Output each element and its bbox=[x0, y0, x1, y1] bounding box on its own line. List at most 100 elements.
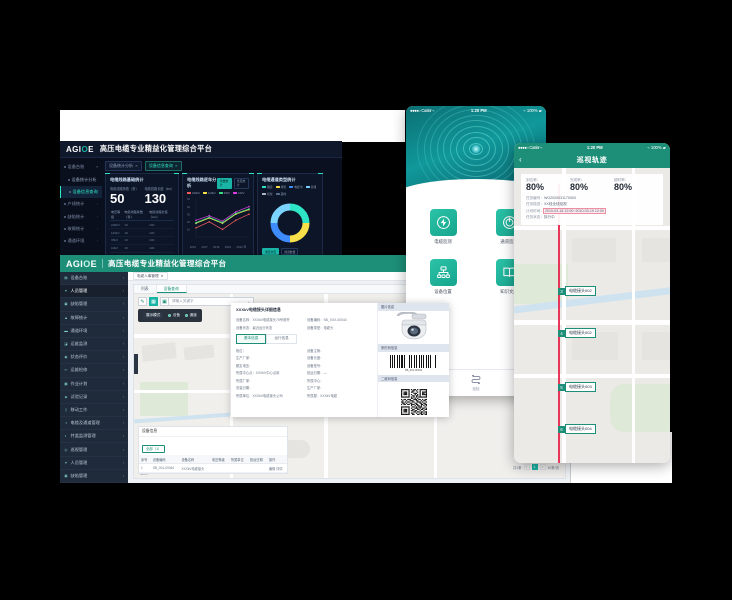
result-filter-chip[interactable]: 全部（1） bbox=[142, 444, 166, 453]
sidebar-item-5[interactable]: ◪ 运维监测 ‹ bbox=[60, 338, 128, 352]
sidebar-item-equipment-ledger[interactable]: 设备台账 ▾ bbox=[60, 161, 102, 173]
search-icon[interactable]: ⌕ bbox=[247, 299, 250, 304]
webapp-sidebar[interactable]: ▤ 设备台账 ‹ ✦ 人员管理 ‹ ▣ 缺陷管理 ‹ ▲ 故障统计 ‹ ▬ 通道环境 ‹ ◪ 运维监测 ‹ ◉ 状态评… bbox=[60, 272, 128, 483]
tab-inspection[interactable]: 巡检 bbox=[453, 370, 500, 396]
kpi-line-length: 电缆线路长度（km） 130 bbox=[144, 187, 175, 206]
sidebar-item-1[interactable]: ✦ 人员管理 ‹ bbox=[60, 285, 128, 299]
dashboard-tabs[interactable]: 设备统计分析 ✕ 设备信息查询 ✕ bbox=[105, 160, 339, 171]
map-pin-5[interactable]: 5 电缆接头003 bbox=[558, 382, 596, 392]
user-icon: ✦ bbox=[64, 289, 68, 294]
table-cell: 10 bbox=[123, 244, 149, 253]
track-map[interactable]: 到位率： 80% 完成率： 80% 超时率： 80% 任务编号：WG20200311700… bbox=[514, 168, 670, 463]
sidebar-item-12[interactable]: ◐ 井盖监测管理 ‹ bbox=[60, 430, 128, 444]
prev-page-button[interactable]: ‹ bbox=[523, 464, 530, 470]
edit-icon[interactable]: ✎ bbox=[138, 297, 147, 306]
inspection-track bbox=[558, 184, 560, 463]
search-input[interactable]: 请输入关键字 ⌕ bbox=[168, 297, 254, 306]
stat-item: 超时率： 80% bbox=[614, 178, 658, 193]
sidebar-item-15[interactable]: ▣ 缺陷管理 ‹ bbox=[60, 470, 128, 483]
tab-device-query[interactable]: 设备查询 bbox=[156, 285, 187, 293]
pin-label: 电缆接头004 bbox=[565, 424, 596, 434]
dashboard-sidebar[interactable]: 设备台账 ▾ 设备统计分析 设备信息查询 户线统计 › bbox=[60, 158, 102, 269]
tab-list[interactable]: 列表 bbox=[134, 285, 157, 293]
tile-cable-monitor[interactable]: 电缆监测 bbox=[420, 209, 466, 245]
column-header: 操作 bbox=[266, 455, 287, 465]
back-icon[interactable]: ‹ bbox=[519, 155, 522, 164]
next-page-button[interactable]: › bbox=[539, 464, 546, 470]
close-icon[interactable]: ✕ bbox=[160, 274, 164, 278]
tab-run-info[interactable]: 运行信息 bbox=[266, 333, 297, 344]
task-field: 任务编号：WG2020031170003 bbox=[526, 196, 658, 201]
sidebar-item-label: 巡视管理 bbox=[70, 446, 88, 452]
sidebar-item-line-stats[interactable]: 户线统计 › bbox=[60, 198, 102, 210]
map-pin-6[interactable]: 6 电缆接头004 bbox=[558, 424, 596, 434]
chart-toggle-group[interactable]: 条数统计 长度统计 bbox=[216, 177, 249, 189]
sidebar-item-channel-env[interactable]: 通道环境 › bbox=[60, 235, 102, 247]
sidebar-item-7[interactable]: ✂ 运维检修 ‹ bbox=[60, 364, 128, 378]
sidebar-item-label: 人员管理 bbox=[70, 459, 88, 465]
dot-icon bbox=[68, 178, 70, 181]
sidebar-item-2[interactable]: ▣ 缺陷管理 ‹ bbox=[60, 298, 128, 312]
sidebar-item-equipment-query[interactable]: 设备信息查询 bbox=[60, 185, 102, 199]
sidebar-item-10[interactable]: ▯ 移动工作 ‹ bbox=[60, 404, 128, 418]
cable-stats-table: 电压等级 电缆线路条数（条） 电缆线路长度（km） 220kV 10 100 110k… bbox=[110, 208, 174, 253]
stat-label: 到位率： bbox=[526, 178, 541, 182]
dialog-field: 所属厂家： bbox=[236, 378, 253, 383]
tile-device-location[interactable]: 设备位置 bbox=[420, 259, 466, 295]
page-number[interactable]: 1 bbox=[531, 464, 538, 470]
dialog-tabs[interactable]: 基本信息 运行信息 bbox=[236, 333, 372, 344]
donut-toggle-group[interactable]: 通道长度 通道数量 bbox=[262, 248, 318, 255]
tab-equipment-stats[interactable]: 设备统计分析 ✕ bbox=[105, 160, 142, 171]
map-pin-3[interactable]: 3 电缆接头002 bbox=[558, 286, 596, 296]
x-tick: 2016 bbox=[189, 245, 196, 249]
table-cell: XXXkV电缆接头 bbox=[179, 463, 210, 473]
chevron-right-icon: ‹ bbox=[122, 342, 124, 347]
tab-equipment-query[interactable]: 设备信息查询 ✕ bbox=[144, 160, 182, 171]
sidebar-item-11[interactable]: ◑ 电缆及通道管理 ‹ bbox=[60, 417, 128, 431]
map-filter-bar[interactable]: 展示模式 设备 通道 bbox=[138, 309, 202, 322]
signal-icon: ●●●●○ Carrier ⌁ bbox=[410, 108, 435, 113]
map-panel-toggle[interactable] bbox=[134, 354, 138, 374]
task-field: 计划时间：2010-03-18 12:00~2010-03-19 12:00 bbox=[526, 207, 658, 214]
select-icon[interactable]: ▦ bbox=[149, 297, 158, 306]
pagination[interactable]: 共1条 ‹ 1 › 10条/页 bbox=[513, 464, 559, 470]
btn-count-stats[interactable]: 条数统计 bbox=[216, 177, 232, 189]
dialog-field: 所属中心点：XXXkV中心点用 bbox=[236, 371, 280, 375]
sidebar-item-14[interactable]: ✦ 人员管理 ‹ bbox=[60, 457, 128, 470]
btn-length-stats[interactable]: 长度统计 bbox=[233, 177, 249, 189]
sidebar-item-0[interactable]: ▤ 设备台账 ‹ bbox=[60, 272, 128, 286]
filter-option-device[interactable]: 设备 bbox=[168, 313, 180, 318]
sidebar-item-defect-stats[interactable]: 缺陷统计 › bbox=[60, 211, 102, 223]
map-toolbar[interactable]: ✎ ▦ ▣ bbox=[138, 297, 169, 306]
map-pin-4[interactable]: 4 电缆接头002 bbox=[558, 328, 596, 338]
sidebar-item-3[interactable]: ▲ 故障统计 ‹ bbox=[60, 312, 128, 325]
filter-option-channel[interactable]: 通道 bbox=[185, 313, 197, 318]
webapp-tabs[interactable]: 列表 设备查询 bbox=[134, 285, 565, 294]
map-block bbox=[572, 238, 616, 262]
donut-chart bbox=[270, 203, 310, 243]
sidebar-item-4[interactable]: ▬ 通道环境 ‹ bbox=[60, 325, 128, 338]
btn-channel-length[interactable]: 通道长度 bbox=[262, 248, 280, 255]
breadcrumb-chip[interactable]: 电缆人事管理 ✕ bbox=[133, 272, 168, 280]
column-header: 设备编码 bbox=[150, 455, 180, 465]
close-icon[interactable]: ✕ bbox=[135, 163, 138, 168]
field-label: 任务状态： bbox=[526, 215, 544, 220]
sidebar-item-6[interactable]: ◉ 状态评价 ‹ bbox=[60, 351, 128, 365]
table-row[interactable]: 1 SB_001-00044 XXXkV电缆接头 编辑 详情 bbox=[139, 463, 287, 473]
card-cable-yearly-analysis: 电缆线路逐年分析 条数统计 长度统计 220kV 110kV 35kV 10kV 10… bbox=[182, 173, 254, 259]
sidebar-item-9[interactable]: ◈ 试验记录 ‹ bbox=[60, 391, 128, 404]
sidebar-item-label: 故障统计 bbox=[70, 314, 88, 320]
sidebar-item-8[interactable]: ▦ 作业计划 ‹ bbox=[60, 378, 128, 391]
radio-icon bbox=[185, 314, 189, 317]
close-icon[interactable]: ✕ bbox=[174, 163, 178, 168]
tab-basic-info[interactable]: 基本信息 bbox=[236, 333, 267, 344]
map-road bbox=[514, 226, 670, 230]
divider bbox=[102, 259, 104, 268]
map-road bbox=[514, 374, 670, 378]
sidebar-item-equipment-stats[interactable]: 设备统计分析 bbox=[60, 173, 102, 185]
page-size-select[interactable]: 10条/页 bbox=[547, 465, 560, 470]
btn-channel-count[interactable]: 通道数量 bbox=[281, 248, 299, 255]
bolt-icon bbox=[429, 209, 457, 236]
sidebar-item-fault-stats[interactable]: 故障统计 › bbox=[60, 223, 102, 235]
sidebar-item-13[interactable]: ◎ 巡视管理 ‹ bbox=[60, 443, 128, 457]
